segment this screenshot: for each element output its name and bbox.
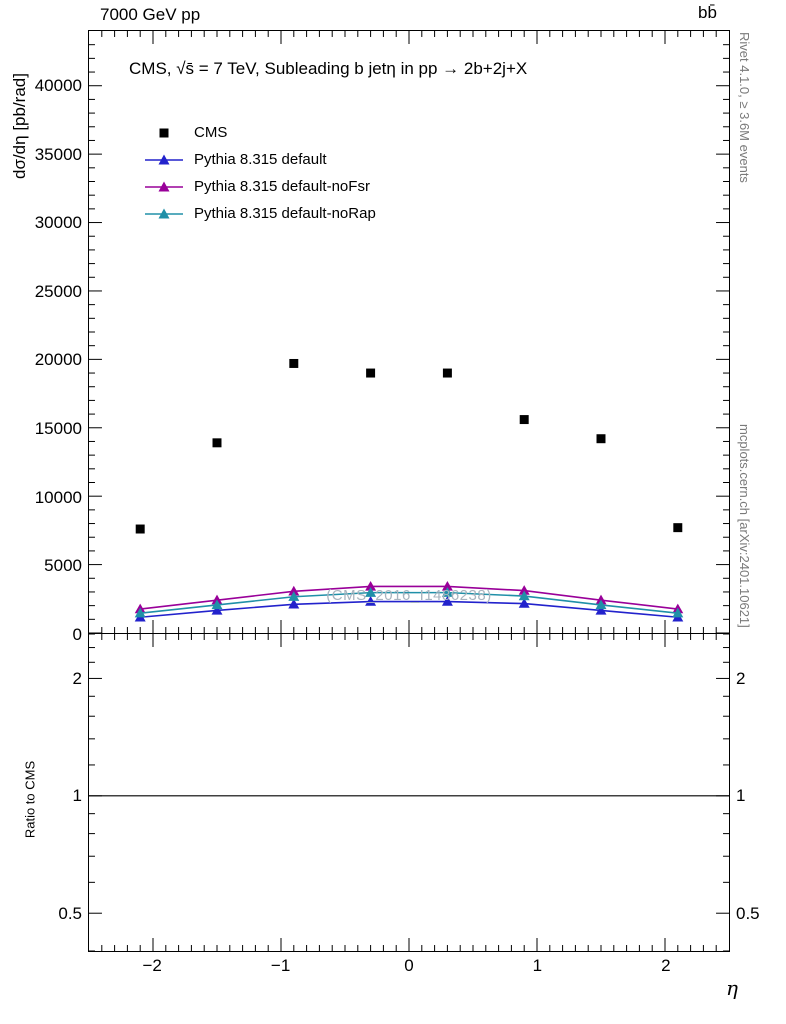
ratio-tick-label-right: 1 [736,786,746,806]
rivet-version-label: Rivet 4.1.0, ≥ 3.6M events [737,32,752,183]
x-tick-label: −2 [142,956,162,975]
legend-item: Pythia 8.315 default [144,146,376,173]
x-tick-label: 1 [532,956,543,975]
x-axis-label: η [726,976,738,1000]
main-plot-canvas [89,31,729,633]
y-tick-label: 0 [72,625,82,644]
legend-marker-icon [145,181,183,191]
legend-marker-icon [159,128,169,137]
x-tick-label: 0 [404,956,414,975]
legend-item: CMS [144,119,376,146]
ratio-tick-label-left: 2 [72,668,82,688]
legend-marker-icon [145,154,183,164]
ratio-tick-label-right: 2 [736,668,746,688]
analysis-watermark: (CMS_2016_I1486238) [326,587,492,604]
process-label: bb̄ [698,3,717,22]
ratio-tick-label-right: 0.5 [736,904,760,924]
legend-marker-icon [145,208,183,218]
legend-item: Pythia 8.315 default-noFsr [144,173,376,200]
main-y-axis-label: dσ/dη [pb/rad] [10,73,29,179]
ratio-plot-panel [88,634,730,952]
y-tick-label: 10000 [34,487,82,507]
y-tick-label: 15000 [34,419,82,439]
x-tick-label: 2 [661,956,671,975]
y-tick-label: 20000 [34,350,82,370]
legend: CMS Pythia 8.315 default Pythia 8.315 defa… [144,119,376,227]
legend-label: Pythia 8.315 default-noRap [194,205,376,222]
ratio-y-axis-label: Ratio to CMS [22,760,38,839]
ratio-plot-canvas [89,634,729,951]
legend-label: Pythia 8.315 default [194,151,327,168]
plot-title: CMS, √s̄ = 7 TeV, Subleading b jetη in p… [129,59,528,78]
ratio-tick-label-left: 0.5 [58,904,82,924]
legend-label: Pythia 8.315 default-noFsr [194,178,370,195]
main-plot-panel: CMS, √s̄ = 7 TeV, Subleading b jetη in p… [88,30,730,634]
beam-energy-label: 7000 GeV pp [100,5,201,24]
x-tick-label: −1 [270,956,291,975]
legend-label: CMS [194,124,228,141]
mcplots-reference-label: mcplots.cern.ch [arXiv:2401.10621] [737,424,752,628]
y-tick-label: 25000 [34,281,82,301]
legend-item: Pythia 8.315 default-noRap [144,200,376,227]
y-tick-label: 5000 [44,556,82,576]
